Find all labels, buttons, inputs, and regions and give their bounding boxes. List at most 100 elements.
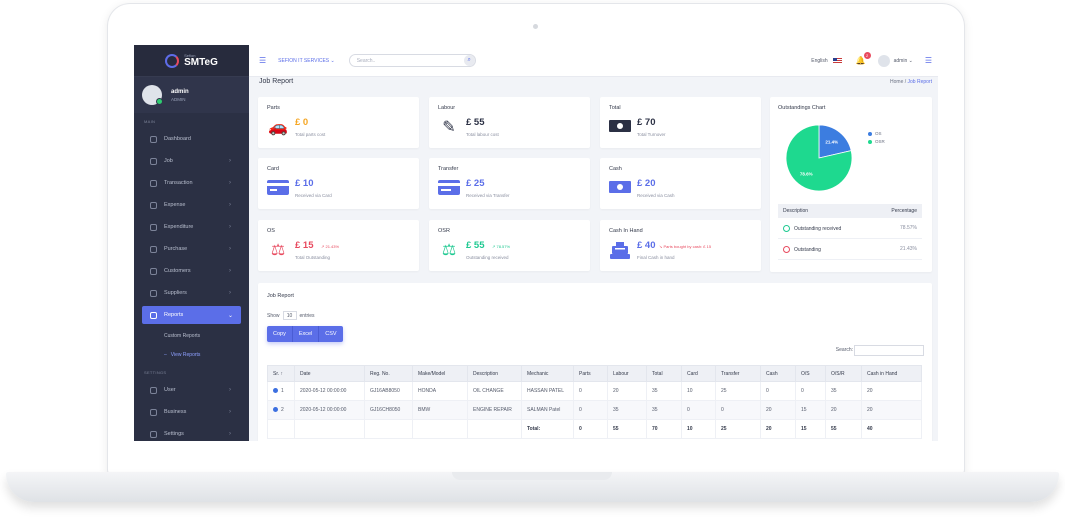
expand-row-icon[interactable] [273,388,278,393]
chevron-right-icon: › [229,224,231,230]
hamburger-icon[interactable]: ☰ [259,56,267,65]
column-header-card[interactable]: Card [681,365,716,382]
sidebar-item-label: User [164,387,176,393]
card-transfer: Transfer £ 25 Received via Transfer [429,158,590,209]
camera-dot [533,24,538,29]
cell: 20 [607,381,647,401]
transaction-icon [150,179,157,187]
expand-row-icon[interactable] [273,407,278,412]
legend-item-osr[interactable]: OSR [868,139,885,144]
column-header-reg-no[interactable]: Reg. No. [364,365,413,382]
copy-button[interactable]: Copy [267,326,293,342]
breadcrumb-home[interactable]: Home [890,79,904,85]
pie-slice-osr[interactable] [785,124,853,192]
card-value: £ 55 [466,117,485,128]
card-cash: Cash £ 20 Received via Cash [600,158,761,209]
sidebar-item-job[interactable]: Job › [134,150,249,172]
breadcrumb: Home / Job Report [890,79,932,85]
column-header-cash-in-hand[interactable]: Cash in Hand [861,365,922,382]
chart-title: Outstandings Chart [778,105,826,111]
sidebar-subitem-view-reports[interactable]: View Reports [134,345,249,364]
csv-button[interactable]: CSV [325,331,337,337]
sidebar-item-suppliers[interactable]: Suppliers › [134,282,249,304]
cell: 0 [573,419,608,439]
card-card: Card £ 10 Received via Card [258,158,419,209]
table-row[interactable]: 2 2020-05-12 00:00:00 GJ16CH8050 BMW ENG… [267,400,922,420]
cash-icon [609,180,631,197]
sidebar-item-reports[interactable]: Reports ⌄ [142,306,241,324]
sidebar-item-business[interactable]: Business › [134,401,249,423]
row-label: Outstanding received [794,225,842,232]
company-selector[interactable]: SEFION IT SERVICES ⌄ [278,58,335,64]
sidebar-item-label: Transaction [164,180,193,186]
user-panel[interactable]: admin ADMIN [134,77,249,113]
excel-button[interactable]: Excel [293,326,320,342]
column-header-os[interactable]: O/S [795,365,826,382]
cell: 20 [861,381,922,401]
legend-swatch [868,131,872,136]
sidebar-item-label: Expenditure [164,224,194,230]
cell: 0 [795,381,826,401]
smile-icon [783,224,790,232]
sidebar-item-customers[interactable]: Customers › [134,260,249,282]
search-placeholder: Search.. [356,57,376,64]
right-menu-icon[interactable]: ☰ [924,56,932,65]
cell: 25 [715,419,761,439]
language-selector[interactable]: English [811,57,828,64]
sidebar-item-purchase[interactable]: Purchase › [134,238,249,260]
us-flag-icon[interactable] [832,57,842,64]
cell [294,419,365,439]
column-header-transfer[interactable]: Transfer [715,365,761,382]
briefcase-icon [150,408,157,416]
outstandings-table-header: Description Percentage [778,204,922,218]
sidebar-item-settings[interactable]: Settings › [134,423,249,441]
card-desc: Total parts cost [295,132,326,137]
brand[interactable]: Sefion SMTeG [134,45,249,77]
card-title: Cash In Hand [609,228,643,234]
cell: 20 [760,419,796,439]
chevron-right-icon: › [229,202,231,208]
sidebar-subitem-custom-reports[interactable]: Custom Reports [164,332,201,339]
search-icon[interactable]: ⌕ [463,55,475,66]
bell-icon[interactable]: 🔔 2 [856,52,871,65]
sidebar-item-transaction[interactable]: Transaction › [134,172,249,194]
card-desc: Total Outstanding [295,255,331,260]
cell: 15 [795,419,826,439]
table-search-input[interactable] [854,345,924,356]
card-title: OSR [438,228,450,234]
pie-slice-os[interactable] [818,124,852,159]
credit-card-icon [267,180,289,197]
legend-label: OSR [875,139,885,144]
legend-item-os[interactable]: OS [868,131,885,136]
sidebar-item-user[interactable]: User › [134,379,249,401]
notification-badge: 2 [863,52,871,59]
column-header-parts[interactable]: Parts [573,365,608,382]
card-total: Total £ 70 Total Turnover [600,97,761,148]
entries-select[interactable]: 10 [282,311,297,320]
column-header-description[interactable]: Description [467,365,522,382]
cell [467,419,522,439]
sidebar-item-expenditure[interactable]: Expenditure › [134,216,249,238]
card-trend-value: 21.43% [325,244,340,249]
card-desc: Outstanding received [466,255,509,260]
column-header-date[interactable]: Date [294,365,365,382]
pie-label-os: 21.4% [825,140,838,145]
user-menu[interactable]: admin ⌄ [893,57,913,64]
column-header-osr[interactable]: O/S/R [825,365,862,382]
column-header-sr[interactable]: Sr. ↑ [267,365,295,382]
table-row[interactable]: 1 2020-05-12 00:00:00 GJ16AB8050 HONDA O… [267,381,922,401]
search-input[interactable]: Search.. ⌕ [348,54,476,67]
avatar[interactable] [877,54,890,67]
column-header-total[interactable]: Total [646,365,682,382]
card-desc: Total Turnover [637,132,666,137]
sidebar-item-expense[interactable]: Expense › [134,194,249,216]
legend-swatch [868,139,872,144]
cell: OIL CHANGE [467,381,522,401]
sidebar-item-dashboard[interactable]: Dashboard [134,128,249,150]
column-header-labour[interactable]: Labour [607,365,647,382]
column-header-cash[interactable]: Cash [760,365,796,382]
show-entries: Show 10 entries [267,311,315,320]
cell: SALMAN Patel [521,400,574,420]
column-header-mechanic[interactable]: Mechanic [521,365,574,382]
column-header-make-model[interactable]: Make/Model [412,365,468,382]
